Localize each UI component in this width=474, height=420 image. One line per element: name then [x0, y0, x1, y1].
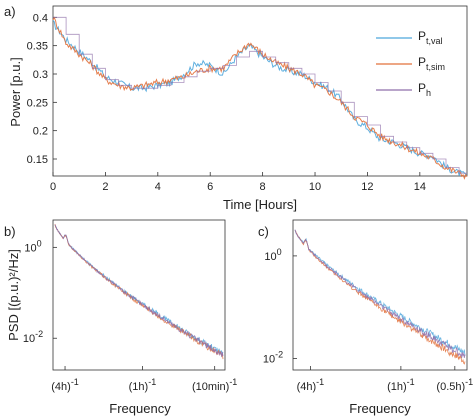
psd-line-P_h [54, 224, 224, 358]
psd-line-P_t,val [54, 224, 224, 356]
panel-a: a) 0 2 4 6 8 10 12 14 0.15 0.2 0.25 0.3 0.35 0.4 Tim… [4, 4, 468, 212]
panel-c-label: c) [258, 224, 269, 239]
x-tick-label: (4h)-1 [51, 377, 79, 393]
panel-a-y-ticks: 0.15 0.2 0.25 0.3 0.35 0.4 [27, 12, 57, 166]
x-tick-label: (4h)-1 [297, 377, 325, 393]
series-line-P_t,val [52, 20, 468, 177]
panel-c-frame [292, 219, 468, 371]
panel-c-series [294, 229, 466, 365]
psd-line-P_t,sim [294, 230, 466, 365]
y-tick-label: 0.4 [33, 12, 48, 24]
x-tick-label: 2 [102, 181, 108, 193]
x-tick-label: 0 [50, 181, 56, 193]
y-tick-label: 0.35 [27, 41, 48, 53]
panel-b-ylabel: PSD [(p.u.)²/Hz] [6, 249, 21, 341]
panel-a-ylabel: Power [p.u.] [8, 57, 23, 126]
panel-c-x-ticks: (4h)-1 (1h)-1 (0.5h)-1 [297, 366, 473, 393]
x-tick-label: (1h)-1 [129, 377, 157, 393]
x-tick-label: 12 [361, 181, 373, 193]
panel-b-x-ticks: (4h)-1 (1h)-1 (10min)-1 [51, 366, 237, 393]
x-tick-label: (10min)-1 [192, 377, 237, 393]
panel-a-legend: Pt,val Pt,sim Ph [376, 29, 445, 98]
y-tick-label: 10-2 [23, 329, 43, 345]
panel-b: b) (4h)-1 (1h)-1 (10min)-1 100 10-2 Frequen… [4, 219, 237, 416]
x-tick-label: 10 [309, 181, 321, 193]
x-tick-label: 8 [260, 181, 266, 193]
panel-b-label: b) [4, 224, 16, 239]
x-tick-label: (0.5h)-1 [436, 377, 473, 393]
panel-a-x-ticks: 0 2 4 6 8 10 12 14 [50, 172, 426, 193]
x-tick-label: (1h)-1 [387, 377, 415, 393]
y-tick-label: 0.2 [33, 126, 48, 138]
panel-b-xlabel: Frequency [109, 401, 171, 416]
psd-line-P_t,val [294, 229, 466, 356]
x-tick-label: 14 [414, 181, 426, 193]
x-tick-label: 4 [155, 181, 161, 193]
series-line-P_h [53, 16, 467, 174]
legend-label: Ph [418, 81, 431, 98]
y-tick-label: 100 [24, 238, 41, 254]
panel-a-series [52, 16, 468, 180]
series-line-P_t,sim [52, 16, 468, 180]
y-tick-label: 100 [264, 247, 281, 263]
y-tick-label: 10-2 [263, 350, 283, 366]
panel-c-y-ticks: 100 10-2 [263, 247, 297, 366]
legend-label: Pt,sim [418, 55, 445, 72]
x-tick-label: 6 [207, 181, 213, 193]
panel-a-xlabel: Time [Hours] [223, 197, 297, 212]
panel-a-frame [52, 5, 468, 177]
panel-a-label: a) [4, 4, 16, 19]
panel-b-frame [52, 219, 226, 371]
panel-c: c) (4h)-1 (1h)-1 (0.5h)-1 100 10-2 Frequenc… [258, 219, 473, 416]
psd-line-P_h [294, 229, 466, 359]
panel-b-y-ticks: 100 10-2 [23, 238, 57, 345]
panel-c-xlabel: Frequency [349, 401, 411, 416]
panel-b-series [54, 224, 224, 360]
y-tick-label: 0.3 [33, 69, 48, 81]
y-tick-label: 0.25 [27, 97, 48, 109]
legend-label: Pt,val [418, 29, 443, 46]
y-tick-label: 0.15 [27, 154, 48, 166]
